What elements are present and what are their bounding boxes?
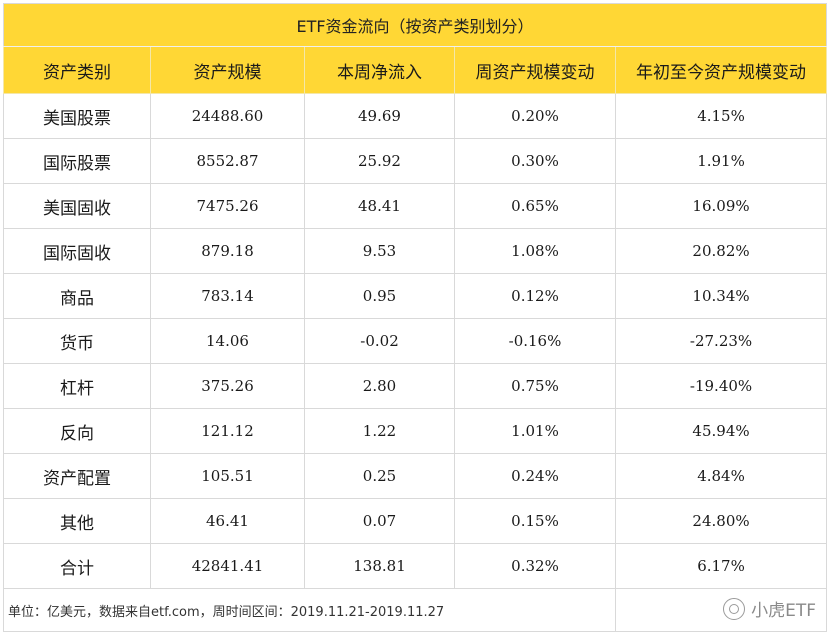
- cell-ytd-change: 4.84%: [614, 453, 828, 499]
- table-row: 资产配置 105.51 0.25 0.24% 4.84%: [3, 453, 828, 499]
- table-row: 美国股票 24488.60 49.69 0.20% 4.15%: [3, 93, 828, 139]
- table-row: 其他 46.41 0.07 0.15% 24.80%: [3, 498, 828, 544]
- cell-aum: 46.41: [150, 498, 305, 544]
- cell-aum: 375.26: [150, 363, 305, 409]
- cell-ytd-change: 16.09%: [614, 183, 828, 229]
- table-title: ETF资金流向（按资产类别划分）: [2, 3, 828, 47]
- cell-weekly-inflow: 2.80: [304, 363, 455, 409]
- cell-aum: 783.14: [150, 273, 305, 319]
- table-row: 货币 14.06 -0.02 -0.16% -27.23%: [3, 318, 828, 364]
- cell-aum: 24488.60: [150, 93, 305, 139]
- cell-weekly-change: 1.08%: [454, 228, 616, 274]
- cell-category: 国际股票: [3, 138, 151, 184]
- cell-ytd-change: 10.34%: [614, 273, 828, 319]
- cell-weekly-change: 0.24%: [454, 453, 616, 499]
- cell-aum: 105.51: [150, 453, 305, 499]
- watermark: 小虎ETF: [723, 596, 816, 621]
- cell-ytd-change: 24.80%: [614, 498, 828, 544]
- cell-weekly-change: 0.30%: [454, 138, 616, 184]
- cell-weekly-change: 0.32%: [454, 543, 616, 589]
- cell-category: 美国股票: [3, 93, 151, 139]
- table-row: 国际股票 8552.87 25.92 0.30% 1.91%: [3, 138, 828, 184]
- cell-weekly-inflow: 48.41: [304, 183, 455, 229]
- cell-ytd-change: 4.15%: [614, 93, 828, 139]
- cell-category: 资产配置: [3, 453, 151, 499]
- cell-weekly-change: 0.75%: [454, 363, 616, 409]
- cell-weekly-change: -0.16%: [454, 318, 616, 364]
- cell-ytd-change: -19.40%: [614, 363, 828, 409]
- cell-aum: 42841.41: [150, 543, 305, 589]
- source-note: 单位：亿美元，数据来自etf.com，周时间区间：2019.11.21-2019…: [3, 588, 616, 632]
- cell-category: 其他: [3, 498, 151, 544]
- cell-ytd-change: 6.17%: [614, 543, 828, 589]
- cell-weekly-change: 0.12%: [454, 273, 616, 319]
- cell-category: 美国固收: [3, 183, 151, 229]
- cell-weekly-inflow: 1.22: [304, 408, 455, 454]
- cell-weekly-inflow: 0.95: [304, 273, 455, 319]
- cell-weekly-change: 0.65%: [454, 183, 616, 229]
- cell-weekly-inflow: 138.81: [304, 543, 455, 589]
- cell-ytd-change: -27.23%: [614, 318, 828, 364]
- cell-weekly-inflow: 0.25: [304, 453, 455, 499]
- cell-category: 国际固收: [3, 228, 151, 274]
- table-row: 美国固收 7475.26 48.41 0.65% 16.09%: [3, 183, 828, 229]
- cell-weekly-change: 0.20%: [454, 93, 616, 139]
- cell-weekly-inflow: 9.53: [304, 228, 455, 274]
- table-row: 杠杆 375.26 2.80 0.75% -19.40%: [3, 363, 828, 409]
- wechat-icon: [723, 597, 746, 620]
- cell-weekly-inflow: -0.02: [304, 318, 455, 364]
- cell-aum: 121.12: [150, 408, 305, 454]
- table-row: 国际固收 879.18 9.53 1.08% 20.82%: [3, 228, 828, 274]
- etf-flow-table: ETF资金流向（按资产类别划分） 资产类别 资产规模 本周净流入 周资产规模变动…: [2, 3, 828, 632]
- cell-category: 杠杆: [3, 363, 151, 409]
- cell-weekly-inflow: 49.69: [304, 93, 455, 139]
- cell-weekly-change: 0.15%: [454, 498, 616, 544]
- header-aum: 资产规模: [150, 46, 305, 94]
- cell-aum: 14.06: [150, 318, 305, 364]
- cell-aum: 8552.87: [150, 138, 305, 184]
- cell-category: 合计: [3, 543, 151, 589]
- watermark-cell: 小虎ETF: [614, 588, 828, 632]
- cell-weekly-inflow: 0.07: [304, 498, 455, 544]
- watermark-text: 小虎ETF: [751, 601, 817, 622]
- cell-category: 反向: [3, 408, 151, 454]
- header-weekly-change: 周资产规模变动: [454, 46, 616, 94]
- cell-aum: 7475.26: [150, 183, 305, 229]
- table-row: 商品 783.14 0.95 0.12% 10.34%: [3, 273, 828, 319]
- table-row: 反向 121.12 1.22 1.01% 45.94%: [3, 408, 828, 454]
- header-weekly-inflow: 本周净流入: [304, 46, 455, 94]
- header-ytd-change: 年初至今资产规模变动: [614, 46, 828, 94]
- cell-aum: 879.18: [150, 228, 305, 274]
- cell-weekly-inflow: 25.92: [304, 138, 455, 184]
- cell-ytd-change: 45.94%: [614, 408, 828, 454]
- cell-ytd-change: 20.82%: [614, 228, 828, 274]
- cell-category: 商品: [3, 273, 151, 319]
- cell-category: 货币: [3, 318, 151, 364]
- header-category: 资产类别: [3, 46, 151, 94]
- cell-ytd-change: 1.91%: [614, 138, 828, 184]
- cell-weekly-change: 1.01%: [454, 408, 616, 454]
- table-row-total: 合计 42841.41 138.81 0.32% 6.17%: [3, 543, 828, 589]
